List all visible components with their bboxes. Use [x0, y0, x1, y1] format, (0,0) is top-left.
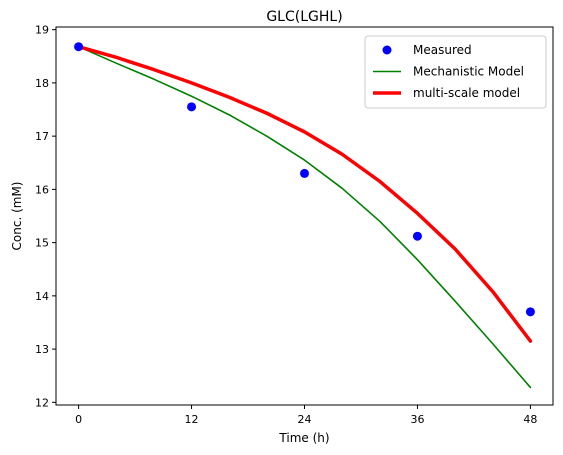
data-point — [412, 231, 422, 241]
y-tick-label: 13 — [35, 343, 49, 356]
y-tick-label: 14 — [35, 290, 49, 303]
y-tick-label: 12 — [35, 396, 49, 409]
y-axis-label: Conc. (mM) — [10, 182, 24, 251]
x-tick-label: 12 — [185, 413, 199, 426]
y-tick-label: 17 — [35, 130, 49, 143]
data-point — [74, 42, 84, 52]
data-point — [187, 102, 197, 112]
series-line-mechanistic-model — [77, 45, 532, 389]
x-tick-label: 24 — [298, 413, 312, 426]
y-tick-label: 19 — [35, 24, 49, 37]
legend: Measured Mechanistic Model multi-scale mod… — [364, 35, 547, 109]
x-axis-label: Time (h) — [278, 431, 329, 445]
data-point — [525, 307, 535, 317]
x-tick-label: 36 — [410, 413, 424, 426]
y-tick-label: 18 — [35, 77, 49, 90]
legend-marker — [382, 45, 392, 55]
y-tick-label: 15 — [35, 237, 49, 250]
plot-area — [74, 42, 535, 389]
chart-title: GLC(LGHL) — [266, 9, 342, 25]
legend-label: multi-scale model — [413, 86, 520, 100]
legend-box — [364, 35, 547, 109]
legend-label: Mechanistic Model — [413, 65, 524, 79]
data-point — [300, 168, 309, 178]
x-tick-label: 48 — [523, 413, 537, 426]
axes: 0 12 24 36 48 12 13 14 15 16 17 18 19 — [35, 24, 554, 426]
y-tick-label: 16 — [35, 183, 49, 196]
legend-label: Measured — [413, 43, 472, 57]
series-line-multi-scale-model — [76, 44, 533, 343]
x-tick-label: 0 — [75, 413, 82, 426]
